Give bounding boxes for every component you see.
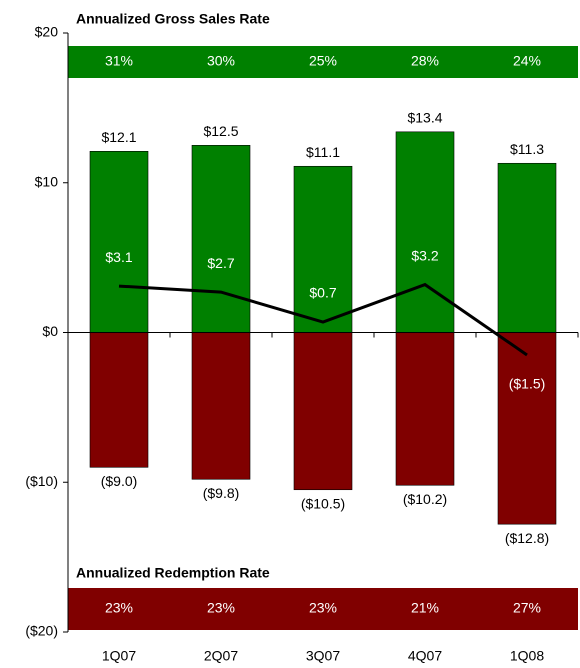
bottom-band (68, 588, 578, 630)
bar (293, 165, 353, 333)
rate-label: 23% (309, 600, 337, 616)
y-tick-label: ($10) (25, 473, 58, 489)
value-label: ($1.5) (509, 376, 546, 392)
bar (497, 162, 557, 333)
value-label: $12.1 (101, 129, 136, 145)
rate-label: 31% (105, 53, 133, 69)
x-tick-label: 1Q07 (102, 648, 136, 664)
value-label: ($9.8) (203, 485, 240, 501)
x-tick-label: 3Q07 (306, 648, 340, 664)
value-label: $0.7 (309, 285, 336, 301)
band-title: Annualized Redemption Rate (76, 565, 270, 581)
y-tick-label: $10 (35, 173, 59, 189)
rate-label: 24% (513, 53, 541, 69)
y-tick-label: $0 (42, 323, 58, 339)
bar (191, 145, 251, 333)
y-tick-label: ($20) (25, 623, 58, 639)
rate-label: 23% (207, 600, 235, 616)
rate-label: 23% (105, 600, 133, 616)
value-label: ($9.0) (101, 473, 138, 489)
value-label: $11.3 (510, 141, 544, 157)
rate-label: 25% (309, 53, 337, 69)
rate-label: 28% (411, 53, 439, 69)
bar (89, 332, 149, 468)
rate-label: 30% (207, 53, 235, 69)
value-label: $2.7 (207, 255, 234, 271)
value-label: ($12.8) (505, 530, 549, 546)
value-label: ($10.5) (301, 495, 345, 511)
x-tick-label: 4Q07 (408, 648, 442, 664)
value-label: $3.2 (411, 247, 438, 263)
value-label: $13.4 (407, 110, 442, 126)
x-tick-label: 1Q08 (510, 648, 544, 664)
bar (191, 332, 251, 480)
net-line (118, 282, 528, 357)
top-band (68, 46, 578, 78)
rate-label: 27% (513, 600, 541, 616)
y-tick-label: $20 (35, 24, 59, 40)
bar (395, 131, 455, 333)
band-title: Annualized Gross Sales Rate (76, 11, 270, 27)
value-label: $11.1 (306, 144, 340, 160)
value-label: ($10.2) (403, 491, 447, 507)
bar (293, 332, 353, 491)
rate-label: 21% (411, 600, 439, 616)
x-tick-label: 2Q07 (204, 648, 238, 664)
bar (497, 332, 557, 525)
value-label: $3.1 (105, 249, 132, 265)
bar (395, 332, 455, 486)
value-label: $12.5 (203, 123, 238, 139)
bar (89, 151, 149, 333)
